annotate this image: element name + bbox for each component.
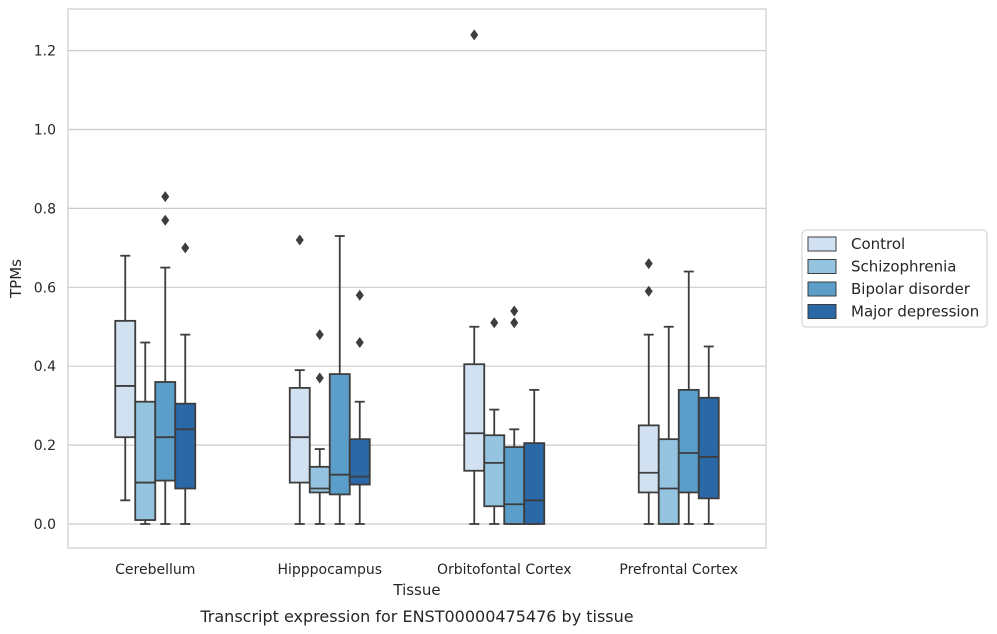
box-major-depression <box>348 289 371 525</box>
iqr-box <box>328 373 351 496</box>
box-group-orbitofontal-cortex <box>463 29 546 525</box>
box-schizophrenia <box>483 317 506 525</box>
box-control <box>463 29 486 525</box>
legend-label: Schizophrenia <box>851 258 956 276</box>
box-schizophrenia <box>308 329 331 525</box>
legend-label: Control <box>851 235 905 253</box>
iqr-box <box>348 438 371 486</box>
iqr-box <box>288 386 311 484</box>
outlier-point <box>315 329 324 341</box>
box-group-prefrontal-cortex <box>637 258 720 525</box>
iqr-box <box>114 319 137 439</box>
iqr-box <box>154 381 177 482</box>
y-tick-label: 1.0 <box>34 123 56 139</box>
box-control <box>637 258 660 525</box>
outlier-point <box>161 191 170 203</box>
outlier-point <box>295 234 304 246</box>
outlier-point <box>315 372 324 384</box>
iqr-box <box>483 434 506 508</box>
box-control <box>114 254 137 502</box>
outlier-point <box>510 317 519 329</box>
box-bipolar-disorder <box>154 191 177 525</box>
outlier-point <box>161 214 170 226</box>
x-axis-title: Tissue <box>392 581 440 599</box>
x-tick-label: Prefrontal Cortex <box>619 562 738 578</box>
legend-items: Control Schizophrenia Bipolar disorder Majo… <box>807 235 979 321</box>
box-bipolar-disorder <box>677 270 700 525</box>
y-tick-label: 0.8 <box>34 201 56 217</box>
plot-frame <box>67 8 767 549</box>
legend-swatch <box>807 304 837 319</box>
iqr-box <box>657 438 680 525</box>
iqr-box <box>134 400 157 521</box>
box-schizophrenia <box>134 341 157 525</box>
outlier-point <box>510 305 519 317</box>
outlier-point <box>470 29 479 41</box>
iqr-box <box>503 446 526 525</box>
outlier-point <box>355 337 364 349</box>
outlier-point <box>181 242 190 254</box>
box-major-depression <box>697 345 720 525</box>
y-tick-label: 1.2 <box>34 44 56 60</box>
box-control <box>288 234 311 525</box>
legend-swatch <box>807 259 837 274</box>
iqr-box <box>697 396 720 500</box>
chart-caption: Transcript expression for ENST0000047547… <box>199 607 633 626</box>
outlier-point <box>355 289 364 301</box>
box-plot-groups <box>114 29 720 525</box>
legend-label: Major depression <box>851 303 979 321</box>
iqr-box <box>637 424 660 494</box>
y-tick-label: 0.4 <box>34 359 56 375</box>
box-schizophrenia <box>657 325 680 525</box>
box-major-depression <box>174 242 197 525</box>
x-tick-labels: Cerebellum Hipppocampus Orbitofontal Corte… <box>115 562 738 578</box>
box-bipolar-disorder <box>328 235 351 525</box>
y-tick-labels: 0.0 0.2 0.4 0.6 0.8 1.0 1.2 <box>34 44 56 533</box>
legend: Control Schizophrenia Bipolar disorder Majo… <box>801 229 988 328</box>
legend-swatch <box>807 281 837 297</box>
outlier-point <box>644 285 653 297</box>
iqr-box <box>463 363 486 472</box>
iqr-box <box>174 402 197 490</box>
legend-label: Bipolar disorder <box>851 280 971 298</box>
iqr-box <box>523 442 546 525</box>
y-axis-title: TPMs <box>7 259 25 299</box>
x-tick-label: Orbitofontal Cortex <box>437 562 572 578</box>
iqr-box <box>677 388 700 494</box>
box-major-depression <box>523 388 546 525</box>
x-tick-label: Cerebellum <box>115 562 195 578</box>
y-tick-label: 0.6 <box>34 280 56 296</box>
x-tick-label: Hipppocampus <box>277 562 382 578</box>
legend-frame <box>801 229 988 328</box>
box-group-cerebellum <box>114 191 197 525</box>
y-tick-label: 0.0 <box>34 517 56 533</box>
box-group-hipppocampus <box>288 234 371 525</box>
y-tick-label: 0.2 <box>34 438 56 454</box>
box-bipolar-disorder <box>503 305 526 525</box>
outlier-point <box>490 317 499 329</box>
outlier-point <box>644 258 653 270</box>
legend-swatch <box>807 236 837 252</box>
